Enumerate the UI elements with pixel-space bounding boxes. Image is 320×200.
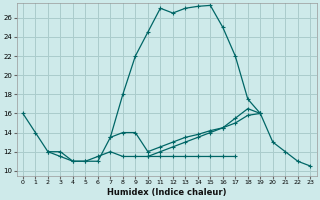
X-axis label: Humidex (Indice chaleur): Humidex (Indice chaleur) — [107, 188, 226, 197]
